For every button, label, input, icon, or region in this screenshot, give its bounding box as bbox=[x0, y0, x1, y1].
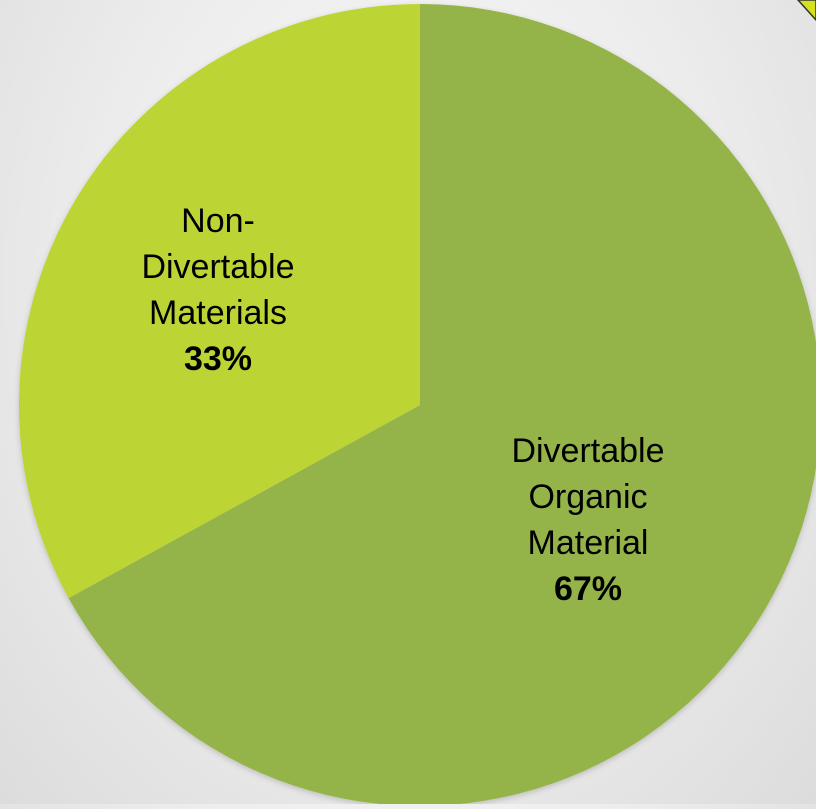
slice-label-line: Divertable bbox=[511, 432, 664, 470]
slice-label-line: Non- bbox=[181, 202, 255, 240]
slice-label-line: Organic bbox=[528, 478, 647, 516]
slice-label-line: Material bbox=[528, 524, 649, 562]
pie-labels: Divertable Organic Material 67% Non- Divertab… bbox=[141, 202, 664, 608]
corner-decoration bbox=[796, 0, 816, 22]
slice-percent-label: 67% bbox=[554, 570, 622, 608]
slice-label-line: Materials bbox=[149, 294, 287, 332]
slice-label-line: Divertable bbox=[141, 248, 294, 286]
pie-slice-divertable-organic bbox=[68, 4, 816, 806]
pie-slices bbox=[18, 4, 816, 806]
pie-slice-non-divertable bbox=[18, 4, 421, 599]
slice-label-divertable-organic: Divertable Organic Material 67% bbox=[511, 432, 664, 608]
slice-label-non-divertable: Non- Divertable Materials 33% bbox=[141, 202, 294, 378]
slice-percent-label: 33% bbox=[184, 340, 252, 378]
